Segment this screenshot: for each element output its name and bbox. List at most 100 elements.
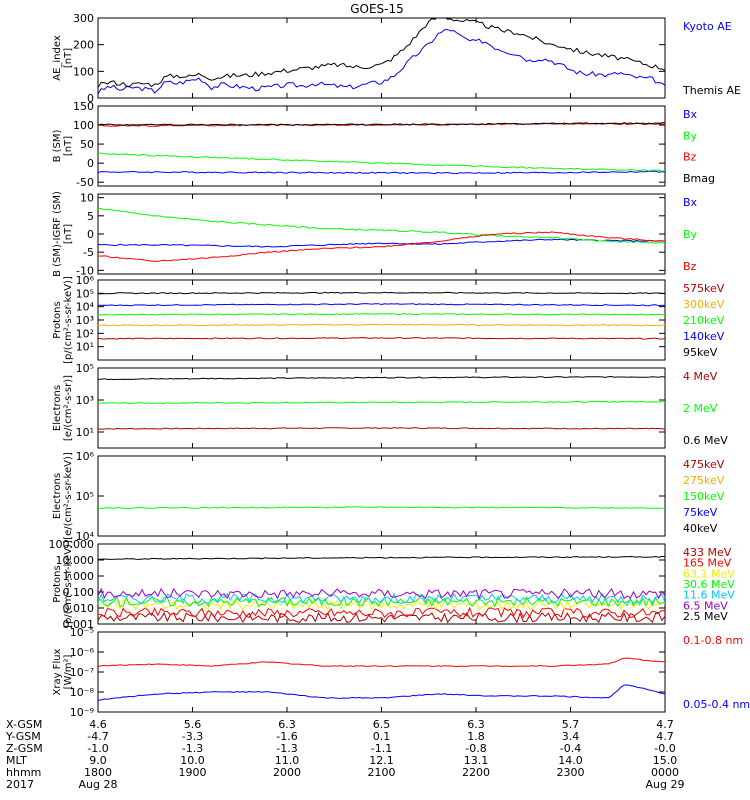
legend-entry: 475keV (683, 458, 725, 471)
y-tick-label: 10⁻⁶ (70, 646, 95, 659)
series-line (98, 506, 665, 509)
x-tick-value: 6.5 (373, 718, 391, 731)
y-tick-label: 10⁵ (76, 362, 94, 375)
series-line (98, 291, 665, 295)
legend-entry: Bx (683, 108, 698, 121)
legend-entry: Bx (683, 196, 698, 209)
x-axis-table: X-GSM 4.6 5.6 6.3 6.5 6.3 5.7 4.7Y-GSM -4.7 -3.3-… (5, 718, 684, 791)
y-tick-label: 0.010 (63, 602, 95, 615)
y-tick-label: 1.000 (63, 570, 95, 583)
y-tick-label: 10² (76, 327, 94, 340)
x-tick-value: -1.0 (87, 742, 108, 755)
series-line (98, 568, 665, 569)
y-tick-label: 0.100 (63, 586, 95, 599)
panel-5: 10¹ 10³ 10⁵ Electrons [e/(cm²-s-sr)] 4 MeV 2 M… (52, 362, 728, 449)
panel-frame (97, 455, 666, 537)
y-tick-label: -10 (76, 264, 94, 277)
y-tick-label: -5 (83, 246, 94, 259)
x-tick-value: 15.0 (653, 754, 678, 767)
x-tick-value: 14.0 (558, 754, 583, 767)
x-tick-value: 9.0 (89, 754, 107, 767)
panel-2: -50 0 50 100 150 B (SM) [nT] Bx By Bz Bmag (52, 100, 715, 189)
legend-entry: 210keV (683, 314, 725, 327)
legend-entry: Bz (683, 260, 697, 273)
legend-entry: 165 MeV (683, 557, 732, 570)
y-tick-label: 150 (73, 100, 94, 113)
x-tick-value: -3.3 (182, 730, 203, 743)
x-tick-value: 1800 (84, 766, 112, 779)
x-row-label: hhmm (6, 766, 41, 779)
y-tick-label: 0 (87, 157, 94, 170)
x-row-label: X-GSM (6, 718, 42, 731)
series-line (98, 606, 665, 619)
panel-7: 0.001 0.010 0.100 1.000 10.000 100.000 Protons… (49, 538, 736, 631)
y-tick-label: 10 (80, 192, 94, 205)
x-tick-value: -0.4 (560, 742, 581, 755)
y-tick-label: 10⁵ (76, 287, 94, 300)
series-line (98, 122, 665, 126)
y-axis-label: [p/(cm²-s-sr-keV)] (63, 276, 74, 364)
panel-frame (97, 17, 666, 99)
legend-entry: 30.6 MeV (683, 578, 735, 591)
x-tick-value: 12.1 (369, 754, 394, 767)
legend-entry: 2.5 MeV (683, 610, 728, 623)
legend-entry: 433 MeV (683, 546, 732, 559)
x-tick-value: 10.0 (180, 754, 205, 767)
y-tick-label: 10⁻⁸ (70, 686, 95, 699)
legend-entry: 300keV (683, 298, 725, 311)
x-tick-value: 2100 (368, 766, 396, 779)
x-tick-value: -1.3 (182, 742, 203, 755)
series-line (98, 170, 665, 175)
series-line (98, 657, 665, 668)
x-tick-value: 0.1 (373, 730, 391, 743)
series-line (98, 556, 665, 557)
x-tick-value: 4.7 (656, 718, 674, 731)
legend-entry: 40keV (683, 522, 718, 535)
series-line (98, 29, 665, 95)
panel-frame (97, 367, 666, 449)
legend-entry: By (683, 129, 698, 142)
y-tick-label: 10¹ (76, 426, 94, 439)
series-line (98, 323, 665, 327)
x-tick-value: 1900 (179, 766, 207, 779)
y-tick-label: 300 (73, 12, 94, 25)
y-tick-label: 0.001 (63, 618, 95, 631)
series-line (98, 152, 665, 172)
x-tick-value: -0.8 (465, 742, 486, 755)
series-line (98, 238, 665, 248)
x-tick-value: 3.4 (562, 730, 580, 743)
y-tick-label: 0 (87, 228, 94, 241)
series-line (98, 207, 665, 244)
y-axis-label: Electrons (52, 473, 63, 519)
y-axis-label: [W/m²] (63, 654, 74, 689)
x-tick-value: 4.7 (656, 730, 674, 743)
legend-entry: 0.05-0.4 nm (683, 698, 750, 711)
y-axis-label: Electrons (52, 385, 63, 431)
legend-entry: 0.1-0.8 nm (683, 634, 743, 647)
panel-3: -10 -5 0 5 10 B (SM)-IGRF (SM) [nT] Bx By Bz (52, 191, 698, 277)
legend-entry: Kyoto AE (683, 20, 732, 33)
x-tick-value: 2300 (556, 766, 584, 779)
series-line (98, 400, 665, 405)
x-tick-value: 6.3 (467, 718, 485, 731)
y-tick-label: 10⁴ (76, 301, 95, 314)
x-tick-value: -4.7 (87, 730, 108, 743)
panel-frame (97, 631, 666, 713)
x-row-label: MLT (6, 754, 27, 767)
series-line (98, 576, 665, 577)
x-row-label: 2017 (6, 778, 34, 791)
legend-entry: 140keV (683, 330, 725, 343)
legend-entry: 4 MeV (683, 370, 718, 383)
y-tick-label: 10⁶ (76, 450, 95, 463)
panel-frame (97, 193, 666, 275)
legend-entry: 6.5 MeV (683, 599, 728, 612)
y-axis-label: [e/(cm²-s-sr)] (63, 375, 74, 441)
y-tick-label: 100 (73, 65, 94, 78)
y-axis-label: Protons (52, 565, 63, 602)
y-tick-label: -50 (76, 176, 94, 189)
y-axis-label: [p/(cm²-s-sr-keV)] (63, 540, 74, 628)
series-line (98, 427, 665, 430)
panel-1: 0 100 200 300 AE_index [nT] Kyoto AE Themis AE (52, 12, 741, 105)
panel-8: 10⁻⁹ 10⁻⁸ 10⁻⁷ 10⁻⁶ 10⁻⁵ Xray Flux [W/m²] 0.1-0… (52, 626, 750, 719)
